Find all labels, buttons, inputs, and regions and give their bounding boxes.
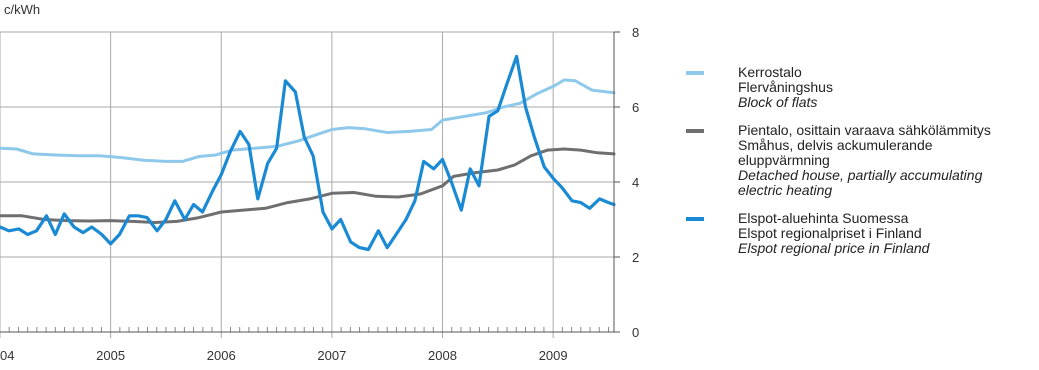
x-tick-label: 2005 [96,348,125,363]
legend-swatch [686,71,704,75]
legend-text: Detached house, partially accumulating [738,167,983,183]
axes [0,31,620,333]
y-tick-label: 6 [632,100,639,115]
y-tick-label: 4 [632,175,639,190]
legend-swatch [686,217,704,221]
series-lines [0,54,616,252]
month-tick-marks [8,327,609,332]
legend-text: electric heating [738,182,833,198]
x-tick-label: 2006 [207,348,236,363]
legend-text: Elspot regionalpriset i Finland [738,225,922,241]
x-tick-label: 2004 [0,348,14,363]
series-line-block [0,78,616,163]
legend-text: eluppvärmning [738,152,830,168]
legend-swatch [686,129,704,133]
tick-labels: 0 2 4 6 8 2004 2005 2006 2007 2008 2009 [0,25,639,363]
legend-item-detached: Pientalo, osittain varaava sähkölämmitys… [684,123,1034,198]
series-line-elspot [0,54,616,252]
legend-text: Block of flats [738,94,818,110]
y-tick-label: 0 [632,325,639,340]
y-tick-label: 2 [632,250,639,265]
grid-lines [0,31,614,338]
series-line-detached [0,147,616,224]
y-axis-unit-label: c/kWh [4,2,40,17]
y-tick-label: 8 [632,25,639,40]
line-chart: 0 2 4 6 8 2004 2005 2006 2007 2008 2009 c/kWh [0,2,639,363]
chart-legend: Kerrostalo Flervåningshus Block of flats Pi… [684,65,1034,269]
legend-text: Elspot-aluehinta Suomessa [738,210,909,226]
legend-text: Elspot regional price in Finland [738,240,930,256]
legend-text: Pientalo, osittain varaava sähkölämmitys [738,122,991,138]
x-tick-label: 2007 [317,348,346,363]
legend-text: Kerrostalo [738,64,802,80]
legend-text: Småhus, delvis ackumulerande [738,137,933,153]
legend-item-elspot: Elspot-aluehinta Suomessa Elspot regional… [684,211,1034,256]
x-tick-label: 2009 [539,348,568,363]
legend-text: Flervåningshus [738,79,833,95]
x-tick-label: 2008 [428,348,457,363]
legend-item-block: Kerrostalo Flervåningshus Block of flats [684,65,1034,110]
